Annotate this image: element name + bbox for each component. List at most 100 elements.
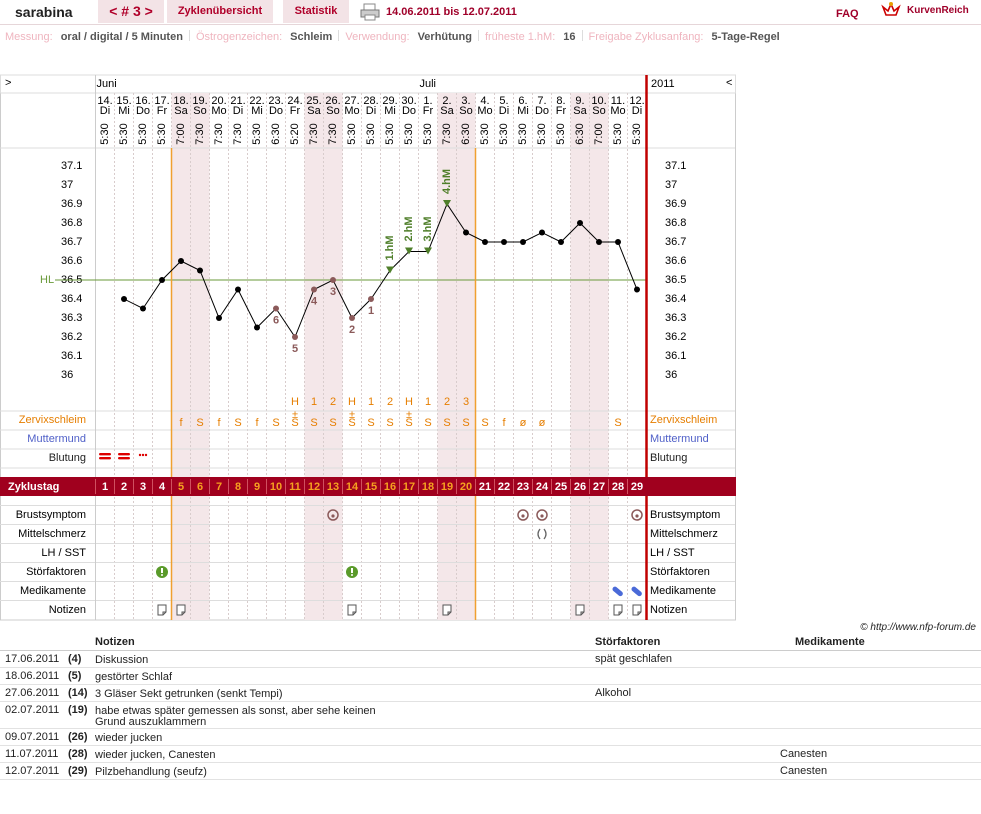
time-label: 7:30 <box>308 123 320 144</box>
y-tick-label: 37 <box>61 179 73 191</box>
weekday-label: Di <box>366 105 376 117</box>
pill-icon <box>631 586 642 597</box>
cycle-day: 27 <box>593 481 605 493</box>
weekday-label: Fr <box>290 105 301 117</box>
disturbance-icon <box>351 568 353 573</box>
weekday-label: So <box>326 105 339 117</box>
time-label: 5:30 <box>517 123 529 144</box>
day-label: 15. <box>116 95 131 107</box>
zervix-plus: ± <box>406 409 412 421</box>
day-label: 26. <box>325 95 340 107</box>
table-cell: (14) <box>68 687 88 699</box>
weekday-label: Di <box>632 105 642 117</box>
time-label: 7:30 <box>327 123 339 144</box>
print-icon[interactable] <box>360 2 382 22</box>
count-label: 2 <box>444 396 450 408</box>
cycle-day: 4 <box>159 481 166 493</box>
table-cell: 02.07.2011 <box>5 704 60 716</box>
note-text: Pilzbehandlung (seufz) <box>95 766 207 778</box>
table-cell: (28) <box>68 748 88 760</box>
bleeding-icon <box>141 453 145 457</box>
user-name: sarabina <box>15 4 73 20</box>
bleeding-icon <box>138 453 142 457</box>
day-label: 4. <box>480 95 489 107</box>
day-label: 8. <box>556 95 565 107</box>
cycle-day: 16 <box>384 481 396 493</box>
temp-point <box>235 286 241 293</box>
cycle-day: 3 <box>140 481 146 493</box>
zervix-value: S <box>272 417 279 429</box>
hm-marker <box>386 266 394 274</box>
weekday-label: So <box>592 105 605 117</box>
table-cell: 11.07.2011 <box>5 748 59 760</box>
cycle-day: 19 <box>441 481 453 493</box>
table-cell: (26) <box>68 731 88 743</box>
zervix-value: S <box>462 417 469 429</box>
y-tick-label: 36.4 <box>61 293 82 305</box>
table-cell: Alkohol <box>595 687 632 699</box>
row-label: Störfaktoren <box>26 566 86 578</box>
breast-icon <box>536 509 548 521</box>
zervix-value: ø <box>539 417 546 429</box>
row-label: Notizen <box>49 604 86 616</box>
time-label: 5:30 <box>536 123 548 144</box>
table-cell: Canesten <box>780 765 828 777</box>
temp-point <box>463 229 469 236</box>
hm-label: 1.hM <box>384 235 396 260</box>
time-label: 6:30 <box>460 123 472 144</box>
weekend-column <box>190 93 210 620</box>
cycle-day: 15 <box>365 481 377 493</box>
setting-label: Östrogenzeichen: <box>195 31 283 43</box>
y-tick-label-right: 36.8 <box>665 217 686 229</box>
y-tick-label-right: 36.3 <box>665 312 686 324</box>
weekday-label: Mo <box>344 105 359 117</box>
time-label: 5:30 <box>137 123 149 144</box>
tab[interactable]: Statistik <box>283 0 349 23</box>
setting-value: Verhütung <box>417 31 472 43</box>
cycle-day: 26 <box>574 481 586 493</box>
count-label: H <box>405 396 413 408</box>
low-label: 4 <box>311 295 318 307</box>
table-row: 11.07.2011 (28) wieder jucken, Canesten Can… <box>0 746 981 763</box>
zervix-value: S <box>348 417 355 429</box>
faq-link[interactable]: FAQ <box>836 8 859 20</box>
day-label: 17. <box>154 95 169 107</box>
bleeding-icon <box>118 457 130 460</box>
bleeding-icon <box>99 457 111 460</box>
day-label: 14. <box>97 95 112 107</box>
time-label: 5:30 <box>346 123 358 144</box>
year: 2011 <box>651 78 675 90</box>
low-point <box>349 315 355 321</box>
day-label: 5. <box>499 95 508 107</box>
table-cell: spät geschlafen <box>595 653 673 665</box>
month-row <box>0 74 736 94</box>
row-label: Muttermund <box>27 433 86 445</box>
row-label: LH / SST <box>41 547 86 559</box>
cycle-day: 7 <box>216 481 222 493</box>
table-row: 18.06.2011 (5) gestörter Schlaf <box>0 668 981 685</box>
weekday-label: Mi <box>384 105 396 117</box>
brand-logo <box>881 1 901 16</box>
day-label: 12. <box>629 95 644 107</box>
cycle-nav[interactable]: < # 3 > <box>98 0 164 23</box>
tab[interactable]: Zyklenübersicht <box>167 0 273 23</box>
time-label: 5:30 <box>479 123 491 144</box>
disturbance-icon <box>351 574 353 576</box>
row-label-right: Störfaktoren <box>650 566 710 578</box>
note-icon <box>176 604 186 616</box>
day-label: 9. <box>575 95 584 107</box>
count-label: 1 <box>425 396 431 408</box>
note-icon <box>442 604 452 616</box>
weekend-column <box>323 93 343 620</box>
temp-point <box>159 277 165 283</box>
table-cell: (5) <box>68 670 82 682</box>
day-label: 6. <box>518 95 527 107</box>
separator <box>338 30 340 41</box>
day-label: 22. <box>249 95 264 107</box>
time-label: 5:30 <box>612 123 624 144</box>
y-tick-label: 37.1 <box>61 160 82 172</box>
cycle-day: 8 <box>235 481 241 493</box>
time-label: 5:30 <box>555 123 567 144</box>
weekday-label: Di <box>100 105 110 117</box>
